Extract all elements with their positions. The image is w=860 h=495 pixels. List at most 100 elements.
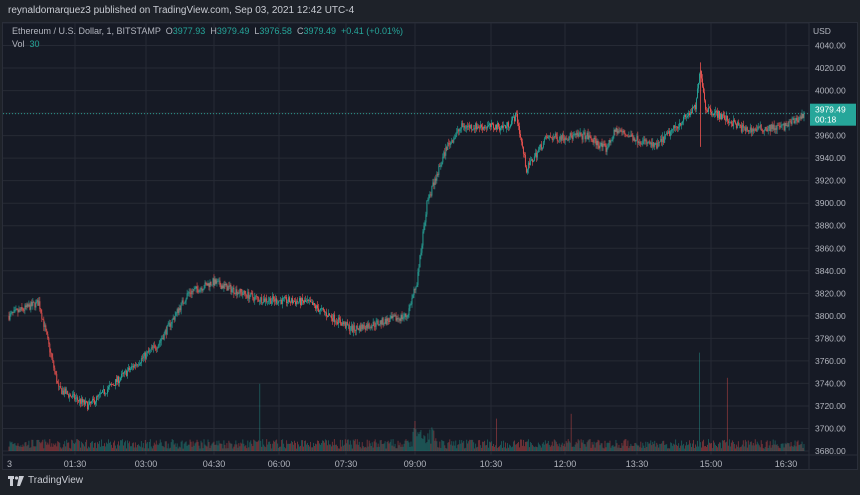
volume-bar bbox=[754, 439, 756, 451]
candle-body bbox=[578, 134, 580, 137]
chart-area[interactable]: 4060.004040.004020.004000.003980.003960.… bbox=[2, 18, 858, 470]
volume-bar bbox=[684, 448, 686, 451]
candle-body bbox=[306, 300, 307, 302]
candle-body bbox=[216, 281, 218, 284]
candle-body bbox=[776, 124, 778, 130]
candle-body bbox=[319, 308, 321, 311]
volume-bar bbox=[716, 447, 718, 451]
volume-bar bbox=[612, 444, 614, 451]
candle-body bbox=[109, 385, 110, 387]
candle-body bbox=[576, 132, 578, 135]
candle-body bbox=[501, 125, 502, 129]
volume-bar bbox=[501, 441, 502, 451]
symbol-label[interactable]: Ethereum / U.S. Dollar, 1, BITSTAMP bbox=[12, 26, 161, 36]
candle-body bbox=[281, 299, 283, 305]
volume-bar bbox=[307, 442, 308, 451]
candle-body bbox=[404, 313, 406, 317]
candle-body bbox=[521, 141, 523, 147]
volume-bar bbox=[348, 444, 350, 451]
candle-body bbox=[685, 114, 687, 118]
candle-body bbox=[213, 278, 215, 286]
volume-bar bbox=[71, 439, 73, 451]
candle-body bbox=[96, 396, 98, 402]
volume-bar bbox=[788, 443, 790, 451]
candle-body bbox=[90, 401, 92, 404]
candle-body bbox=[530, 159, 532, 161]
volume-bar bbox=[743, 446, 745, 451]
volume-bar bbox=[460, 443, 462, 451]
volume-bar bbox=[539, 445, 541, 451]
candle-body bbox=[270, 298, 272, 304]
volume-bar bbox=[117, 444, 118, 451]
candle-body bbox=[785, 122, 787, 127]
volume-bar bbox=[418, 433, 420, 451]
volume-bar bbox=[290, 443, 292, 451]
candle-body bbox=[498, 122, 499, 127]
candle-body bbox=[191, 290, 193, 295]
candle-body bbox=[126, 370, 128, 376]
volume-bar bbox=[53, 443, 55, 451]
volume-bar bbox=[234, 444, 236, 451]
volume-bar bbox=[12, 444, 14, 451]
candle-body bbox=[160, 339, 162, 342]
candle-body bbox=[375, 320, 377, 327]
volume-bar bbox=[715, 444, 716, 451]
x-tick-label: 09:00 bbox=[404, 459, 427, 469]
volume-bar bbox=[734, 448, 736, 451]
volume-bar bbox=[263, 444, 265, 451]
candle-body bbox=[99, 393, 100, 395]
volume-bar bbox=[607, 442, 609, 451]
candle-body bbox=[326, 316, 328, 317]
candle-body bbox=[114, 384, 115, 386]
tradingview-logo[interactable]: TradingView bbox=[8, 475, 83, 486]
volume-bar bbox=[299, 446, 300, 451]
candle-body bbox=[275, 298, 277, 302]
candle-body bbox=[370, 327, 372, 328]
candle-body bbox=[475, 123, 477, 130]
candle-body bbox=[8, 315, 10, 320]
volume-bar bbox=[154, 444, 156, 451]
candle-body bbox=[463, 125, 465, 128]
volume-bar bbox=[441, 439, 443, 451]
volume-bar bbox=[537, 442, 539, 451]
volume-bar bbox=[122, 445, 124, 451]
candle-body bbox=[121, 373, 123, 374]
candle-body bbox=[353, 325, 355, 331]
vol-label[interactable]: Vol bbox=[12, 39, 25, 49]
volume-bar bbox=[714, 442, 715, 451]
candle-body bbox=[643, 139, 645, 141]
candle-body bbox=[462, 123, 464, 128]
volume-bar bbox=[561, 442, 563, 451]
candle-body bbox=[654, 143, 656, 147]
volume-bar bbox=[415, 429, 417, 451]
volume-bar bbox=[167, 443, 169, 451]
volume-bar bbox=[574, 444, 576, 451]
candle-body bbox=[368, 323, 370, 328]
volume-bar bbox=[458, 444, 460, 451]
volume-bar bbox=[616, 443, 618, 451]
volume-bar bbox=[655, 446, 657, 451]
candle-body bbox=[283, 297, 285, 299]
volume-bar bbox=[776, 444, 778, 451]
volume-bar bbox=[168, 448, 170, 451]
volume-bar bbox=[83, 444, 85, 451]
candle-body bbox=[695, 104, 696, 110]
candlestick-chart[interactable]: 4060.004040.004020.004000.003980.003960.… bbox=[3, 18, 857, 469]
candle-body bbox=[556, 136, 558, 141]
volume-bar bbox=[49, 439, 51, 451]
volume-bar bbox=[310, 441, 311, 451]
volume-bar bbox=[500, 444, 501, 451]
candle-body bbox=[661, 138, 663, 143]
volume-bar bbox=[453, 441, 455, 451]
candle-body bbox=[173, 317, 175, 320]
volume-bar bbox=[55, 443, 57, 451]
volume-bar bbox=[729, 446, 731, 451]
volume-bar bbox=[658, 447, 660, 451]
volume-bar bbox=[485, 445, 487, 451]
volume-bar bbox=[774, 440, 776, 451]
candle-body bbox=[123, 371, 125, 374]
volume-bar bbox=[69, 447, 71, 451]
candle-body bbox=[400, 315, 402, 321]
candle-body bbox=[157, 345, 159, 349]
volume-bar bbox=[771, 445, 773, 451]
